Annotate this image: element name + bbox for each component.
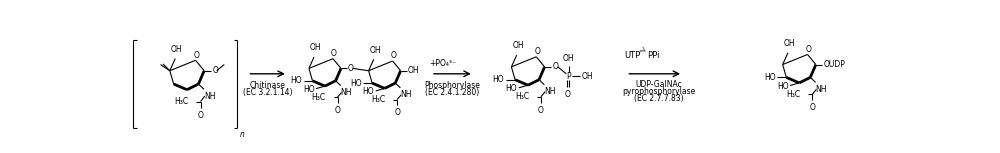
Text: O: O (565, 90, 571, 99)
Text: HO: HO (350, 79, 362, 88)
Text: O: O (805, 45, 811, 54)
Text: O: O (534, 47, 540, 56)
Text: H₃C: H₃C (312, 93, 326, 102)
Text: H₃C: H₃C (174, 97, 188, 106)
Text: H₃C: H₃C (786, 90, 800, 99)
Text: NH: NH (341, 88, 352, 97)
Text: HO: HO (764, 73, 776, 82)
Text: O: O (809, 103, 815, 112)
Text: OH: OH (512, 41, 524, 50)
Text: OH: OH (563, 54, 574, 63)
FancyArrowPatch shape (640, 47, 645, 52)
Text: Phosphorylase: Phosphorylase (424, 82, 480, 91)
Text: O: O (198, 111, 203, 120)
Text: UTP: UTP (624, 51, 641, 60)
Text: O: O (390, 51, 396, 60)
Text: NH: NH (204, 91, 215, 101)
Text: NH: NH (400, 90, 412, 99)
Text: +PO₄³⁻: +PO₄³⁻ (430, 59, 457, 68)
Text: O: O (394, 108, 400, 117)
Text: HO: HO (363, 87, 374, 96)
Text: NH: NH (544, 87, 556, 96)
Text: H₃C: H₃C (371, 95, 385, 104)
Text: O: O (538, 106, 544, 115)
Text: (EC 2.4.1.280): (EC 2.4.1.280) (425, 88, 480, 97)
Text: HO: HO (777, 82, 788, 91)
Text: HO: HO (493, 75, 504, 84)
Text: O: O (213, 66, 218, 75)
Text: HO: HO (290, 76, 302, 85)
Text: O: O (348, 64, 354, 73)
Text: UDP-GalNAc: UDP-GalNAc (635, 80, 682, 89)
Text: PPi: PPi (647, 51, 660, 60)
Text: O: O (193, 50, 199, 60)
Text: H₃C: H₃C (515, 92, 529, 101)
Text: OH: OH (310, 43, 321, 52)
Text: NH: NH (816, 85, 827, 94)
Text: P: P (566, 72, 571, 81)
Text: OH: OH (784, 39, 795, 48)
Text: pyrophosphorylase: pyrophosphorylase (622, 87, 695, 96)
Text: OH: OH (408, 66, 419, 75)
Text: O: O (335, 106, 340, 115)
Text: HO: HO (303, 85, 315, 94)
Text: HO: HO (506, 84, 517, 93)
Text: O: O (331, 49, 337, 58)
Text: OH: OH (582, 72, 593, 81)
Text: OH: OH (171, 45, 183, 54)
Text: OUDP: OUDP (823, 60, 845, 69)
Text: Chitinase: Chitinase (250, 82, 286, 91)
Text: O: O (553, 62, 559, 71)
Text: (EC 3.2.1.14): (EC 3.2.1.14) (243, 88, 292, 97)
Text: n: n (240, 130, 245, 139)
Text: OH: OH (369, 46, 381, 55)
Text: (EC 2.7.7.83): (EC 2.7.7.83) (634, 94, 683, 103)
